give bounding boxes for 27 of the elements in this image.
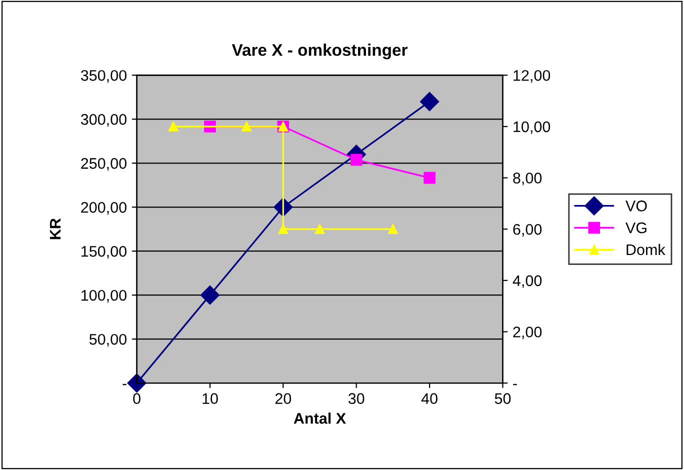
x-tick-label: 10 [202, 393, 218, 404]
chart-title: Vare X - omkostninger [232, 44, 408, 60]
y-tick-label: 200,00 [81, 202, 126, 215]
y-axis-title: KR [50, 218, 61, 240]
y-tick-label: - [122, 384, 126, 386]
legend-label: VO [626, 200, 647, 212]
y-tick-label: 300,00 [80, 114, 126, 127]
y-tick-label: 50,00 [89, 334, 126, 347]
x-axis-title: Antal X [294, 412, 346, 424]
y2-tick-label: - [513, 384, 517, 386]
y2-tick-label: 2,00 [513, 326, 542, 340]
x-tick-label: 50 [494, 393, 511, 404]
y2-tick-label: 12,00 [514, 70, 550, 83]
y2-tick-label: 4,00 [512, 275, 542, 288]
legend-label: VG [626, 222, 646, 234]
x-tick-label: 0 [133, 393, 140, 404]
y-tick-label: 350,00 [80, 70, 126, 83]
y2-tick-label: 6,00 [513, 224, 542, 237]
x-tick-label: 30 [348, 393, 364, 404]
y-tick-label: 250,00 [81, 158, 126, 171]
legend-label: Domk [626, 244, 666, 256]
y2-tick-label: 10,00 [514, 121, 550, 134]
x-tick-label: 20 [275, 393, 292, 404]
y-tick-label: 100,00 [82, 290, 126, 303]
x-tick-label: 40 [421, 393, 438, 404]
y2-tick-label: 8,00 [513, 172, 542, 186]
y-tick-label: 150,00 [82, 246, 126, 259]
